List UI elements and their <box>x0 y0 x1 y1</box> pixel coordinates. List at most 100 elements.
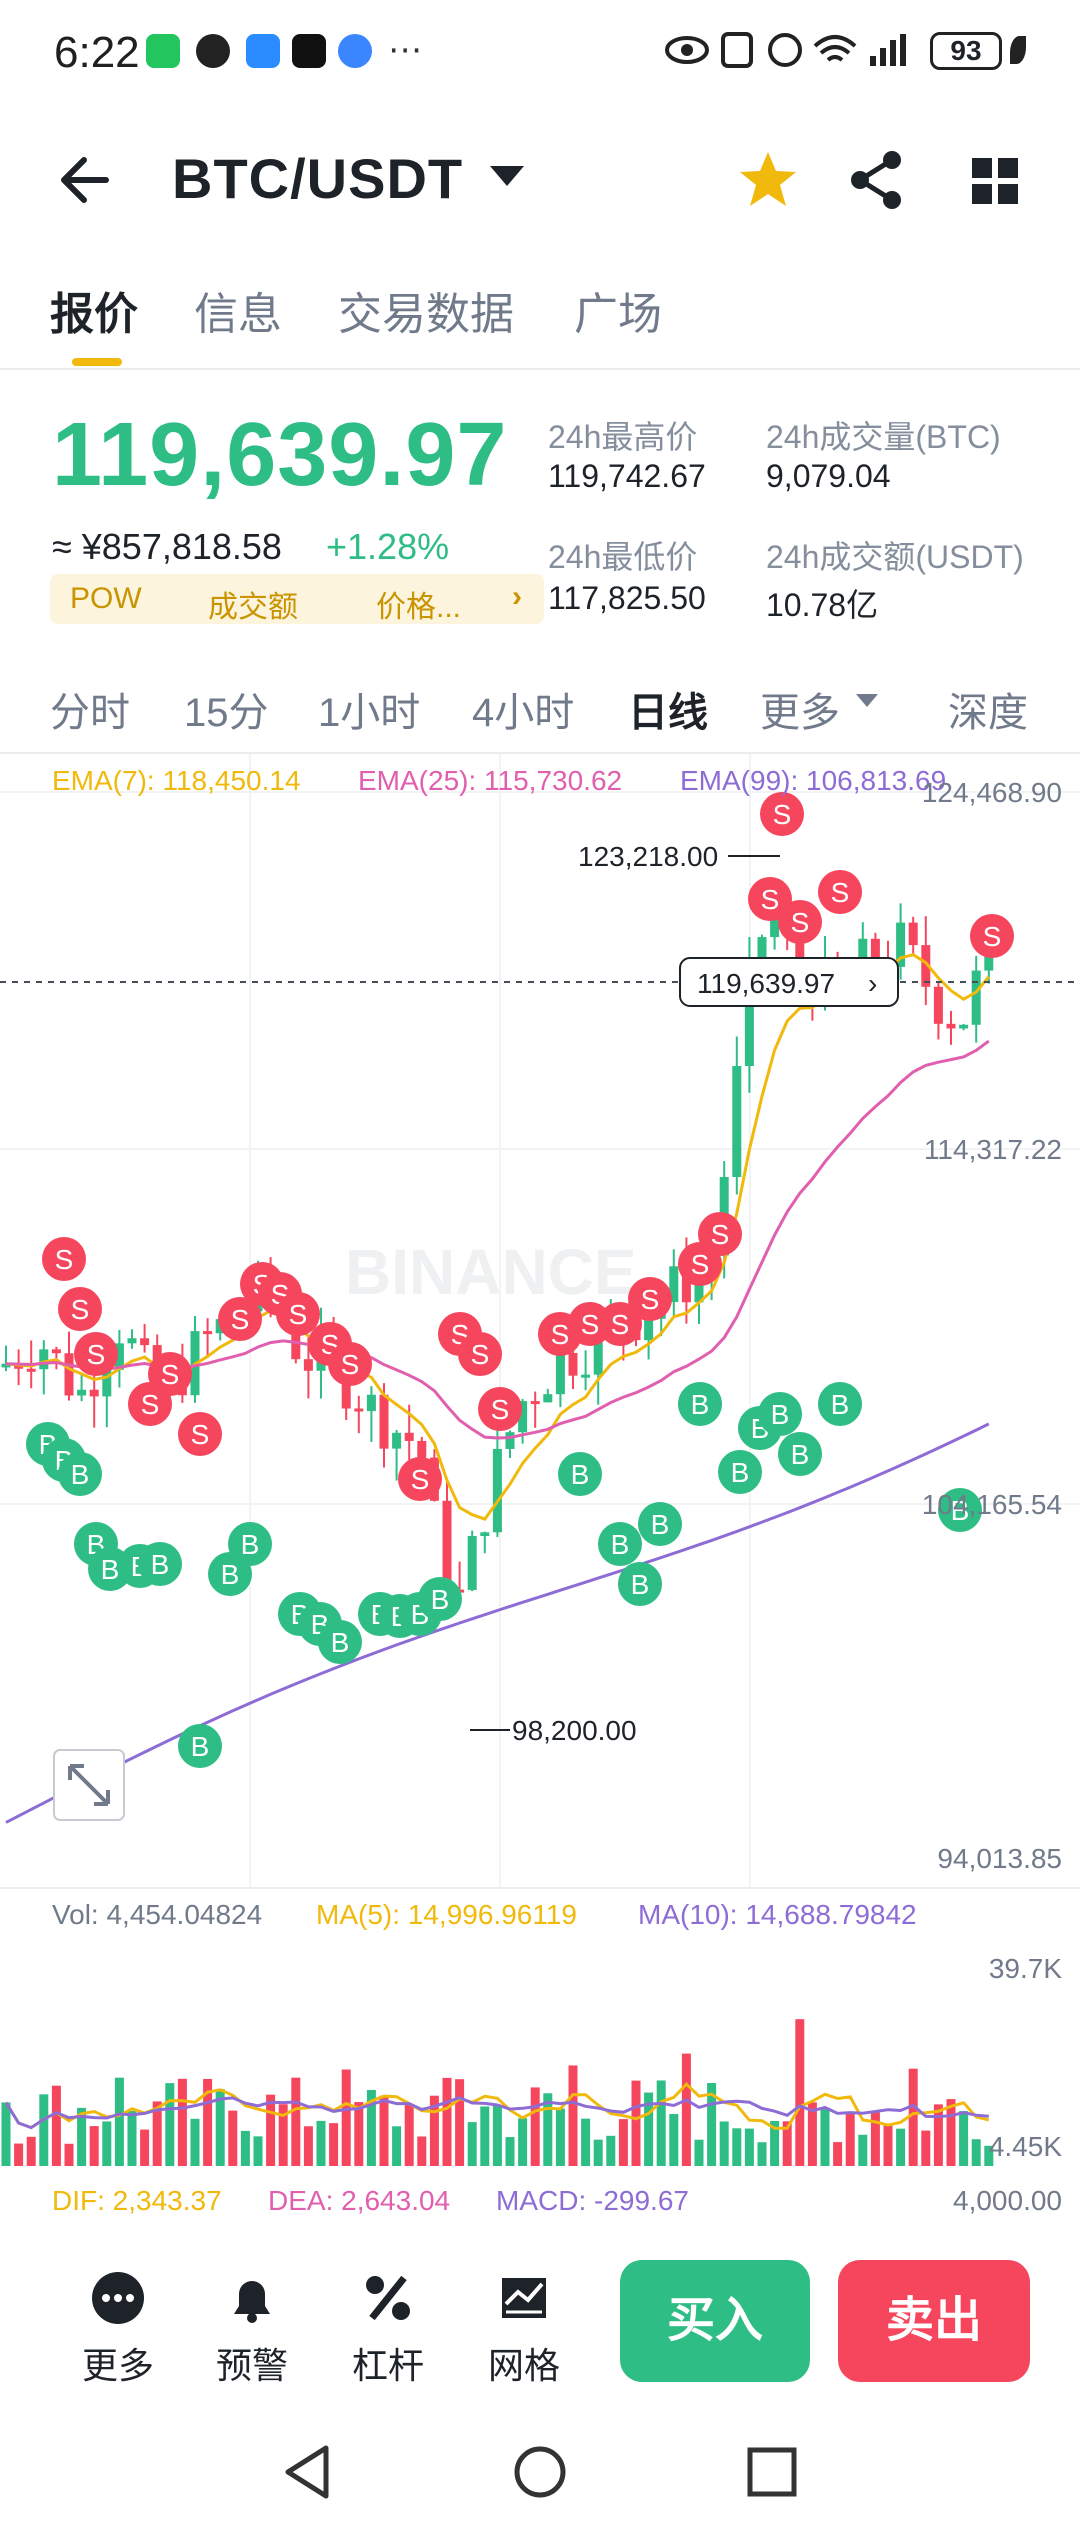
candle-body <box>39 1349 49 1370</box>
more-circle-icon <box>92 2272 144 2324</box>
buy-marker: B <box>138 1542 182 1586</box>
sell-marker-letter: S <box>411 1464 430 1495</box>
volume-bar <box>77 2107 87 2166</box>
ema7-label: EMA(7): 118,450.14 <box>52 765 301 796</box>
buy-marker-letter: B <box>771 1399 790 1430</box>
kline-chart[interactable]: BINANCE SSSSSSSSSSSSSSSSSSSSSSSSSSSBBBBB… <box>0 754 1080 2224</box>
volume-bar <box>946 2099 956 2166</box>
buy-marker-circle <box>678 1382 722 1426</box>
sell-marker: S <box>458 1332 502 1376</box>
sell-marker-circle <box>218 1297 262 1341</box>
interval-15m[interactable]: 15分 <box>184 691 269 735</box>
sell-marker-letter: S <box>831 877 850 908</box>
volume-bar <box>505 2137 515 2166</box>
candle-body <box>555 1352 565 1395</box>
volume-usdt-value: 10.78亿 <box>766 587 879 623</box>
sell-button[interactable]: 卖出 <box>838 2260 1030 2382</box>
sell-marker: S <box>328 1342 372 1386</box>
buy-marker-letter: B <box>101 1554 120 1585</box>
sell-marker-letter: S <box>231 1304 250 1335</box>
volume-bar <box>316 2120 326 2166</box>
sell-marker-circle <box>478 1387 522 1431</box>
alert-action[interactable]: 预警 <box>192 2270 312 2389</box>
volume-bar <box>908 2068 918 2166</box>
candle-body <box>933 986 943 1024</box>
interval-4h[interactable]: 4小时 <box>472 691 575 735</box>
tab-bar: 报价 信息 交易数据 广场 <box>0 270 1080 366</box>
margin-action[interactable]: 杠杆 <box>328 2270 448 2389</box>
grid-action[interactable]: 网格 <box>464 2270 584 2389</box>
current-price-chevron-icon: › <box>868 968 877 999</box>
vol-ma5-line <box>4 2082 990 2130</box>
buy-button[interactable]: 买入 <box>620 2260 810 2382</box>
buy-marker-circle <box>818 1382 862 1426</box>
nav-home-icon[interactable] <box>512 2444 568 2500</box>
buy-marker-circle <box>938 1488 982 1532</box>
pair-title[interactable]: BTC/USDT <box>172 147 464 210</box>
buy-marker: B <box>618 1562 662 1606</box>
sell-marker: S <box>178 1412 222 1456</box>
tab-quote[interactable]: 报价 <box>50 290 138 339</box>
high-annotation: 123,218.00 <box>578 841 718 872</box>
candle-body <box>908 922 918 946</box>
nav-recents-icon[interactable] <box>746 2446 798 2498</box>
candle-body <box>744 957 754 1067</box>
app-icon <box>246 34 280 68</box>
volume-bar <box>64 2143 74 2166</box>
vol-ma10-label: MA(10): 14,688.79842 <box>638 1899 917 1930</box>
volume-bar <box>707 2083 717 2166</box>
interval-more[interactable]: 更多 <box>760 691 840 735</box>
sell-marker-circle <box>778 900 822 944</box>
more-action[interactable]: 更多 <box>58 2270 178 2389</box>
sell-marker-letter: S <box>711 1219 730 1250</box>
candle-body <box>392 1432 402 1449</box>
sell-marker: S <box>970 914 1014 958</box>
buy-marker-letter: B <box>331 1627 350 1658</box>
candle-body <box>354 1408 364 1412</box>
candle-body <box>1 1363 11 1368</box>
chevron-right-icon[interactable]: › <box>512 580 522 613</box>
sell-marker-letter: S <box>773 799 792 830</box>
interval-depth[interactable]: 深度 <box>948 691 1028 735</box>
back-arrow-icon[interactable] <box>56 150 116 210</box>
buy-marker-circle <box>228 1522 272 1566</box>
share-icon[interactable] <box>848 150 904 210</box>
interval-daily[interactable]: 日线 <box>628 691 708 735</box>
tag-price[interactable]: 价格... <box>376 591 462 624</box>
volume-btc-value: 9,079.04 <box>766 458 891 494</box>
sell-marker: S <box>748 877 792 921</box>
volume-bar <box>278 2104 288 2166</box>
tag-volume[interactable]: 成交额 <box>208 591 298 624</box>
tab-info[interactable]: 信息 <box>194 290 282 339</box>
active-tab-indicator <box>72 358 122 366</box>
nav-back-icon[interactable] <box>282 2444 332 2500</box>
sell-marker-letter: S <box>641 1284 660 1315</box>
y-tick-bottom: 94,013.85 <box>937 1843 1062 1874</box>
volume-bar <box>51 2085 61 2166</box>
volume-bar <box>442 2077 452 2166</box>
tab-square[interactable]: 广场 <box>574 290 662 339</box>
tag-bar[interactable]: POW 成交额 价格... › <box>50 574 544 624</box>
buy-marker-circle <box>638 1502 682 1546</box>
tab-trading-data[interactable]: 交易数据 <box>338 290 514 339</box>
volume-bar <box>618 2119 628 2166</box>
volume-bar <box>266 2094 276 2166</box>
candle-body <box>203 1331 213 1335</box>
buy-marker-letter: B <box>221 1559 240 1590</box>
tag-pow[interactable]: POW <box>70 582 142 615</box>
favorite-star-icon[interactable] <box>738 150 798 208</box>
sell-marker: S <box>42 1237 86 1281</box>
current-price-tag[interactable] <box>679 957 899 1007</box>
buy-marker-letter: B <box>71 1459 90 1490</box>
volume-bar <box>719 2121 729 2166</box>
grid-menu-icon[interactable] <box>970 156 1020 206</box>
volume-bar <box>190 2118 200 2166</box>
buy-marker: B <box>778 1432 822 1476</box>
buy-marker-letter: B <box>191 1731 210 1762</box>
interval-more-caret-icon[interactable] <box>856 694 878 707</box>
interval-timeline[interactable]: 分时 <box>50 691 130 735</box>
volume-bar <box>694 2139 704 2166</box>
sell-marker: S <box>398 1457 442 1501</box>
interval-1h[interactable]: 1小时 <box>318 691 421 735</box>
pair-dropdown-caret-icon[interactable] <box>490 166 524 186</box>
